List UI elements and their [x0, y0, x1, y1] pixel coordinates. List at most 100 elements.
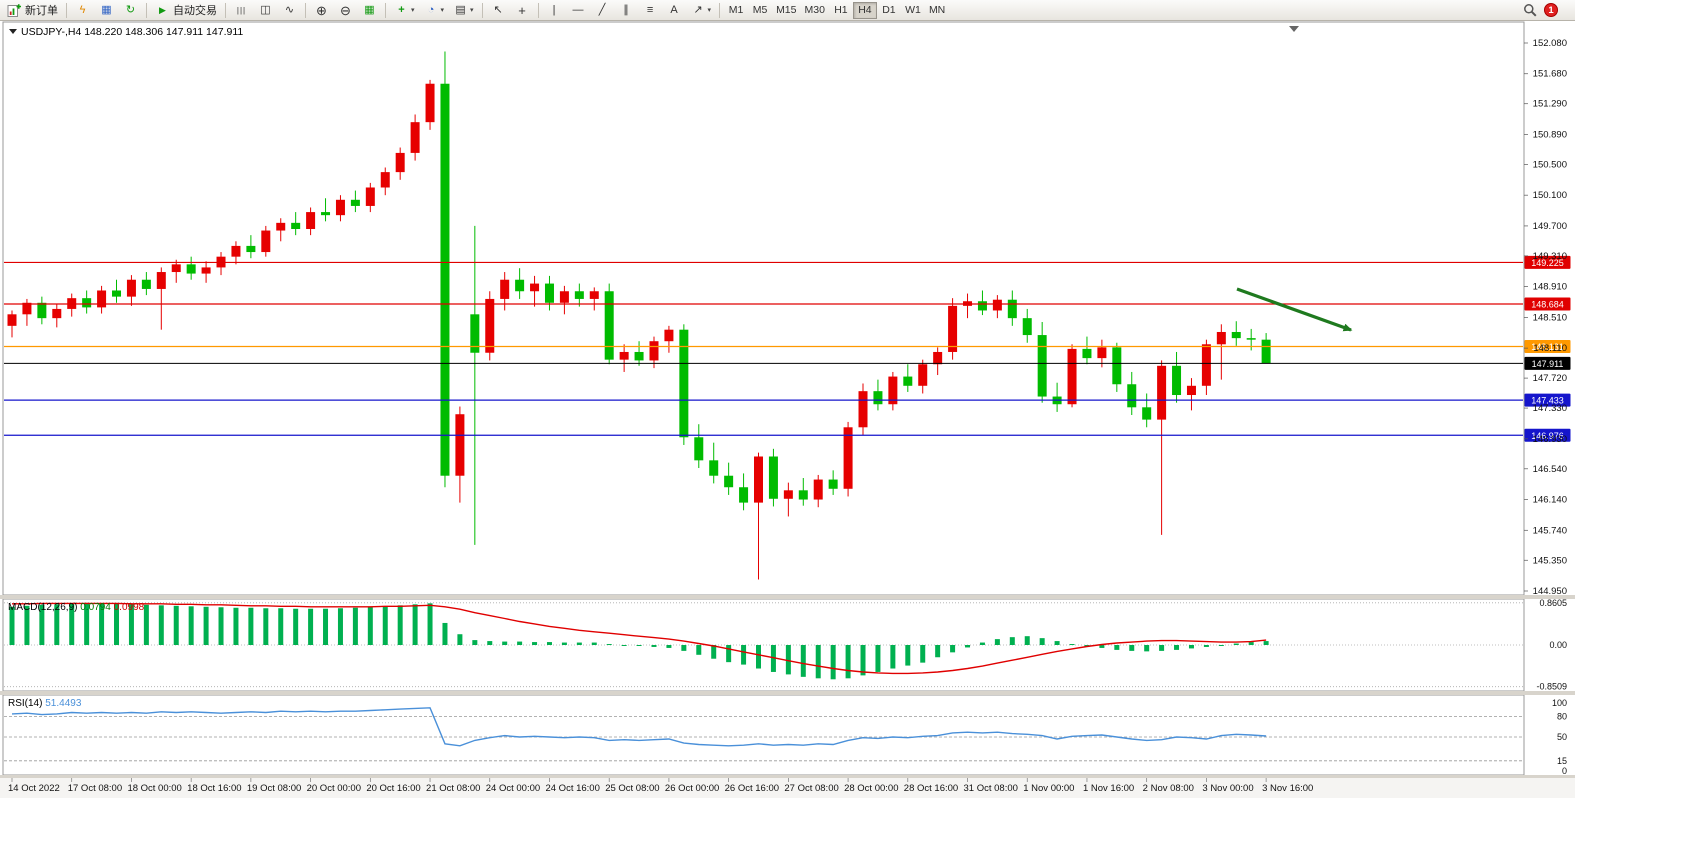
new-order-label: 新订单: [25, 5, 58, 17]
svg-text:144.950: 144.950: [1533, 586, 1567, 597]
cursor-button[interactable]: ↖: [487, 1, 510, 19]
panel-splitter[interactable]: [0, 595, 1575, 599]
refresh-button[interactable]: ↻: [119, 1, 142, 19]
arrow-tool-icon: ↗: [693, 3, 703, 16]
chart-line-button[interactable]: ∿: [278, 1, 301, 19]
chevron-down-icon: ▾: [411, 7, 415, 14]
text-button[interactable]: A: [663, 1, 686, 19]
channel-button[interactable]: ∥: [615, 1, 638, 19]
autotrade-label: 自动交易: [173, 5, 217, 17]
horizontal-line-button[interactable]: —: [567, 1, 590, 19]
bar-chart-icon: |||: [236, 5, 247, 15]
tile-windows-button[interactable]: ▦: [358, 1, 381, 19]
svg-text:150.500: 150.500: [1533, 159, 1567, 170]
price-level-lines[interactable]: 149.225 148.684 148.131 147.911 147.433 146.9…: [4, 255, 1571, 442]
notification-badge[interactable]: 1: [1544, 3, 1558, 17]
svg-text:150.100: 150.100: [1533, 190, 1567, 201]
svg-text:18 Oct 00:00: 18 Oct 00:00: [127, 783, 181, 794]
svg-text:1 Nov 16:00: 1 Nov 16:00: [1083, 783, 1134, 794]
zoom-in-icon: ⊕: [316, 2, 327, 18]
play-icon: ▶: [159, 4, 166, 15]
chart-candles-button[interactable]: ◫: [254, 1, 277, 19]
templates-button[interactable]: ▤ ▾: [449, 1, 478, 19]
indicators-button[interactable]: + ▾: [390, 1, 419, 19]
time-axis-strip[interactable]: [0, 778, 1575, 798]
timeframe-button-m5[interactable]: M5: [752, 4, 768, 16]
svg-text:149.225: 149.225: [1531, 258, 1564, 268]
svg-text:146.140: 146.140: [1533, 495, 1567, 506]
svg-text:0: 0: [1562, 766, 1567, 776]
timeframe-button-m30[interactable]: M30: [804, 4, 825, 16]
svg-text:147.720: 147.720: [1533, 373, 1567, 384]
timeframe-button-h4[interactable]: H4: [852, 1, 877, 19]
toolbar-right: 1: [1522, 3, 1572, 18]
market-watch-button[interactable]: ▦: [95, 1, 118, 19]
fibonacci-button[interactable]: ≡: [639, 1, 662, 19]
svg-text:24 Oct 00:00: 24 Oct 00:00: [486, 783, 540, 794]
svg-text:2 Nov 08:00: 2 Nov 08:00: [1143, 783, 1194, 794]
svg-text:31 Oct 08:00: 31 Oct 08:00: [964, 783, 1018, 794]
svg-text:147.911: 147.911: [1532, 359, 1564, 369]
search-icon[interactable]: [1522, 3, 1537, 18]
svg-text:26 Oct 16:00: 26 Oct 16:00: [725, 783, 779, 794]
svg-text:17 Oct 08:00: 17 Oct 08:00: [68, 783, 122, 794]
toolbar-separator: [66, 2, 67, 18]
chevron-down-icon: ▾: [707, 7, 712, 14]
refresh-icon: ↻: [125, 3, 136, 16]
price-axis[interactable]: 152.080 151.680 151.290 150.890 150.500 150.1…: [1524, 38, 1567, 597]
zoom-out-button[interactable]: ⊖: [334, 1, 357, 19]
arrows-button[interactable]: ↗ ▾: [687, 1, 716, 19]
autotrade-button[interactable]: ▶ 自动交易: [151, 1, 221, 19]
macd-indicator: 0.8605 0.00 -0.8509 MACD(12,26,9) 0.0794 0.…: [4, 598, 1567, 692]
timeframe-button-m15[interactable]: M15: [776, 4, 797, 16]
price-axis-column[interactable]: [1524, 22, 1575, 798]
svg-text:20 Oct 16:00: 20 Oct 16:00: [366, 783, 420, 794]
chart-panels[interactable]: [0, 21, 1575, 798]
chart-area[interactable]: 149.225 148.684 148.131 147.911 147.433 146.9…: [0, 0, 1689, 810]
trendline-icon: ╱: [598, 3, 606, 16]
svg-text:26 Oct 00:00: 26 Oct 00:00: [665, 783, 719, 794]
symbol-dropdown-icon[interactable]: [9, 29, 17, 34]
template-icon: ▤: [455, 3, 466, 16]
rsi-panel[interactable]: [2, 694, 1525, 776]
vertical-line-button[interactable]: |: [543, 1, 566, 19]
chevron-down-icon: ▾: [440, 7, 445, 14]
new-order-button[interactable]: 新订单: [3, 1, 62, 19]
crosshair-button[interactable]: +: [511, 1, 534, 19]
chevron-down-icon: ▾: [470, 7, 474, 14]
svg-text:3 Nov 00:00: 3 Nov 00:00: [1202, 783, 1253, 794]
timeframe-button-m1[interactable]: M1: [728, 4, 744, 16]
fibonacci-icon: ≡: [646, 3, 654, 16]
svg-text:151.680: 151.680: [1533, 69, 1567, 80]
zoom-in-button[interactable]: ⊕: [310, 1, 333, 19]
svg-text:147.330: 147.330: [1533, 403, 1567, 414]
candlesticks: [7, 51, 1271, 580]
svg-text:148.510: 148.510: [1533, 312, 1567, 323]
lightning-button[interactable]: ϟ: [71, 1, 94, 19]
svg-text:145.350: 145.350: [1533, 555, 1567, 566]
svg-text:148.684: 148.684: [1531, 300, 1564, 310]
chart-ohlc-title: USDJPY-,H4 148.220 148.306 147.911 147.9…: [21, 26, 243, 38]
chart-shift-marker[interactable]: [1289, 26, 1299, 32]
timeframe-button-d1[interactable]: D1: [882, 4, 896, 16]
timeframe-toolbar: M1 M5 M15 M30 H1 H4 D1 W1 MN: [724, 1, 949, 19]
channel-icon: ∥: [623, 3, 629, 16]
svg-text:1 Nov 00:00: 1 Nov 00:00: [1023, 783, 1074, 794]
panel-splitter[interactable]: [0, 691, 1575, 695]
svg-text:152.080: 152.080: [1533, 38, 1567, 49]
market-watch-icon: ▦: [101, 3, 112, 16]
svg-text:148.910: 148.910: [1533, 282, 1567, 293]
trendline-button[interactable]: ╱: [591, 1, 614, 19]
timeframe-button-w1[interactable]: W1: [905, 4, 921, 16]
chart-bars-button[interactable]: |||: [230, 1, 253, 19]
timeframe-button-mn[interactable]: MN: [928, 4, 946, 16]
svg-text:151.290: 151.290: [1533, 99, 1567, 110]
panel-splitter[interactable]: [0, 775, 1575, 778]
svg-text:28 Oct 00:00: 28 Oct 00:00: [844, 783, 898, 794]
svg-text:150.890: 150.890: [1533, 129, 1567, 140]
timeframe-button-h1[interactable]: H1: [834, 4, 848, 16]
toolbar-separator: [537, 2, 539, 18]
trend-arrow[interactable]: [1236, 287, 1353, 332]
time-axis[interactable]: 14 Oct 2022 17 Oct 08:00 18 Oct 00:00 18 Oc…: [8, 778, 1313, 794]
periods-button[interactable]: ◔ ▾: [420, 1, 449, 19]
